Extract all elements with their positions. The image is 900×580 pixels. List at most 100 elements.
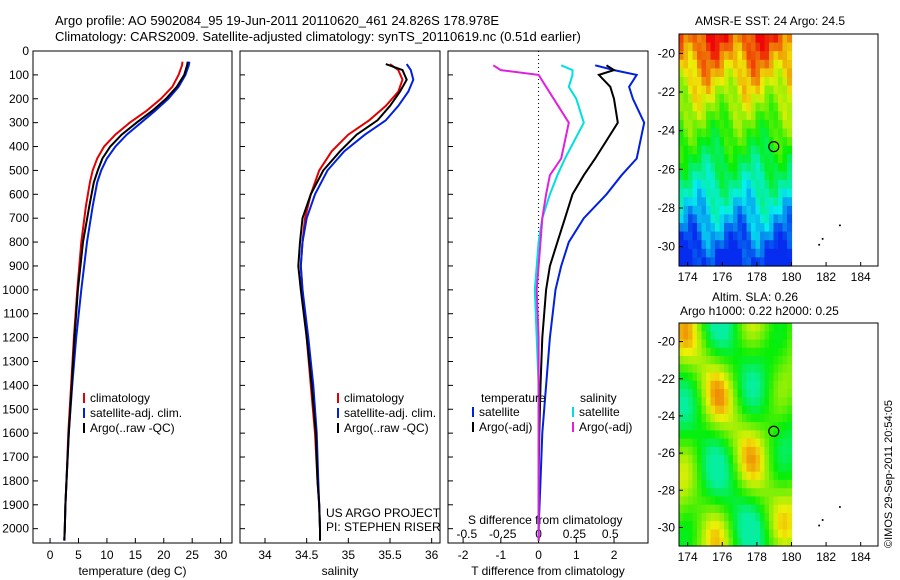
map-cell (769, 188, 775, 198)
map-cell (719, 479, 725, 489)
map-cell (773, 372, 779, 382)
map-cell (778, 364, 784, 374)
map-cell (778, 339, 784, 349)
map-cell (737, 389, 743, 398)
map-cell (692, 413, 698, 423)
map-cell (778, 446, 784, 456)
map-cell (715, 438, 721, 448)
map-cell (688, 171, 694, 181)
map-cell (764, 94, 770, 104)
x-tick-label-salinity: 35.5 (378, 548, 402, 562)
map-cell (706, 488, 712, 498)
map-cell (737, 463, 743, 473)
map-cell (679, 197, 685, 207)
map-cell (710, 145, 716, 155)
map-cell (782, 397, 788, 407)
map-cell (683, 154, 689, 164)
map-cell (782, 463, 788, 473)
map-cell (751, 463, 757, 473)
map-cell (697, 214, 703, 224)
map-cell (683, 372, 689, 382)
map-cell (692, 77, 698, 87)
map-cell (719, 51, 725, 61)
map-cell (782, 180, 788, 190)
map-cell (701, 162, 707, 173)
map-cell (692, 446, 698, 456)
map-cell (701, 68, 707, 78)
map-cell (742, 356, 748, 365)
map-cell (688, 347, 694, 357)
map-cell (719, 405, 725, 415)
map-cell (778, 455, 784, 464)
map-cell (764, 537, 770, 547)
map-cell (710, 223, 716, 233)
map-cell (683, 397, 689, 407)
map-cell (701, 205, 707, 216)
map-cell (679, 323, 685, 332)
map-cell (728, 347, 734, 357)
map-cell (746, 145, 752, 155)
map-cell (746, 364, 752, 374)
map-cell (737, 205, 743, 216)
map-cell (737, 197, 743, 207)
map-cell (778, 102, 784, 112)
map-cell (746, 119, 752, 130)
map-cell (688, 145, 694, 155)
map-cell (688, 257, 694, 267)
map-cell (692, 257, 698, 267)
map-cell (688, 119, 694, 130)
map-cell (733, 248, 739, 258)
map-cell (773, 162, 779, 173)
map-cell (697, 521, 703, 531)
map-cell (778, 180, 784, 190)
map-cell (710, 205, 716, 216)
map-cell (692, 171, 698, 181)
map-cell (755, 248, 761, 258)
map-cell (751, 205, 757, 216)
map-cell (706, 240, 712, 250)
map-cell (737, 479, 743, 489)
map-cell (728, 102, 734, 112)
map-cell (737, 422, 743, 431)
map-cell (701, 463, 707, 473)
map-cell (782, 405, 788, 415)
map-cell (728, 504, 734, 514)
map-cell (688, 364, 694, 374)
map-cell (782, 214, 788, 224)
map-cell (710, 162, 716, 173)
map-cell (710, 372, 716, 382)
map-cell (710, 197, 716, 207)
map-cell (742, 77, 748, 87)
y-tick-label: 1000 (2, 283, 29, 297)
map-cell (755, 137, 761, 147)
map-x-tick-label: 184 (851, 270, 871, 284)
map-cell (728, 413, 734, 423)
map-cell (679, 154, 685, 164)
map-cell (719, 504, 725, 514)
map-cell (728, 94, 734, 104)
map-cell (760, 231, 766, 241)
map-cell (706, 257, 712, 267)
map-cell (733, 223, 739, 233)
map-cell (683, 77, 689, 87)
map-cell (679, 521, 685, 531)
map-cell (728, 119, 734, 130)
map-cell (706, 59, 712, 69)
x-tick-label-temperature: 25 (186, 548, 200, 562)
map-cell (683, 463, 689, 473)
map-cell (724, 171, 730, 181)
map-cell (751, 529, 757, 539)
map-cell (773, 94, 779, 104)
map-cell (692, 154, 698, 164)
map-cell (724, 119, 730, 130)
map-cell (719, 59, 725, 69)
map-cell (715, 347, 721, 357)
map-cell (787, 364, 793, 374)
map-cell (724, 137, 730, 147)
top-tick-label: 0.25 (563, 527, 587, 541)
legend-diff-sal-label: satellite (579, 405, 620, 419)
map-cell (683, 430, 689, 440)
map-cell (737, 180, 743, 190)
map-cell (773, 323, 779, 332)
map-cell (715, 94, 721, 104)
